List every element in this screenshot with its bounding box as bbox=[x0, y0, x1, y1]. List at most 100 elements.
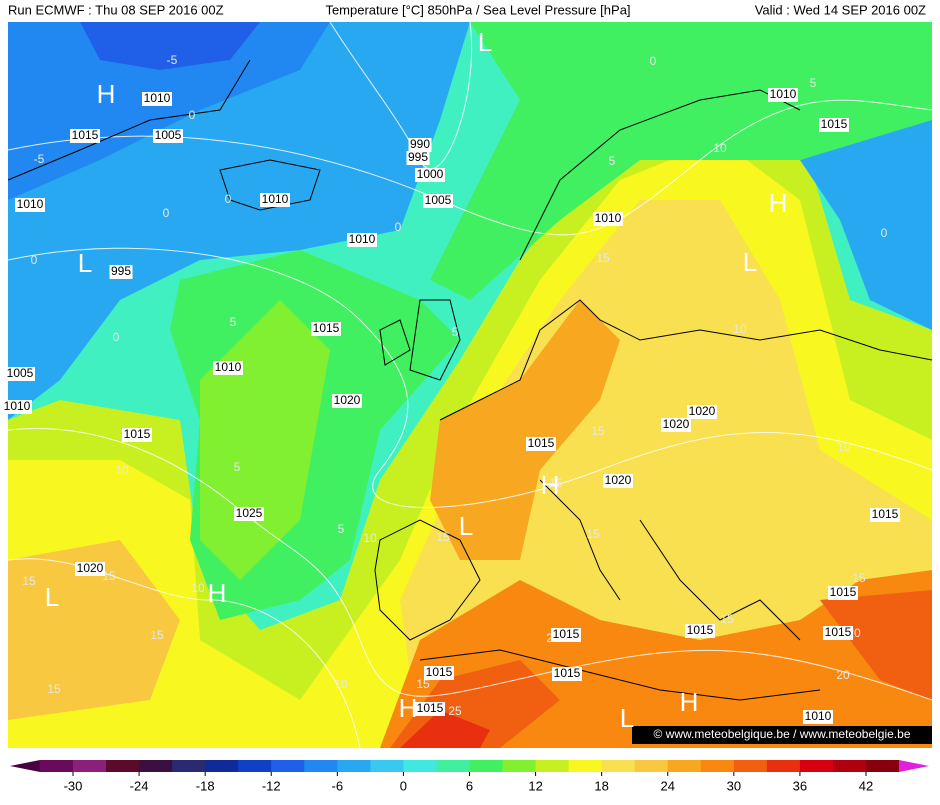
isobar-label-box bbox=[2, 400, 32, 414]
colorbar-band bbox=[535, 760, 570, 772]
field-red bbox=[400, 710, 490, 748]
pressure-center: H bbox=[769, 188, 788, 218]
field-redorange bbox=[820, 590, 932, 700]
pressure-center: L bbox=[459, 511, 473, 541]
isobar-label-box bbox=[551, 628, 581, 642]
isobar-label-box bbox=[768, 88, 798, 102]
colorbar-band bbox=[799, 760, 834, 772]
field-lightblue bbox=[800, 120, 932, 330]
temperature-label: -5 bbox=[167, 53, 178, 67]
isobar-label: 995 bbox=[408, 150, 428, 164]
credit: © www.meteobelgique.be / www.meteobelgie… bbox=[654, 727, 911, 741]
isobar-label: 1005 bbox=[425, 193, 452, 207]
colorbar-band bbox=[502, 760, 537, 772]
isobar-label: 1010 bbox=[17, 197, 44, 211]
isobar-label-box bbox=[687, 405, 717, 419]
pressure-center: L bbox=[78, 248, 92, 278]
isobar-label: 1015 bbox=[821, 117, 848, 131]
coast-britain bbox=[409, 299, 461, 381]
isobar-label: 1015 bbox=[825, 625, 852, 639]
pressure-center: H bbox=[399, 693, 418, 723]
isobar bbox=[7, 247, 933, 508]
temperature-label: 10 bbox=[334, 677, 348, 691]
field-gold bbox=[8, 540, 180, 720]
isobar-label: 1000 bbox=[417, 167, 444, 181]
colorbar-band bbox=[106, 760, 140, 772]
coast-med bbox=[539, 479, 801, 641]
isobar-label: 1015 bbox=[872, 507, 899, 521]
colorbar-band bbox=[238, 760, 272, 772]
colorbar-tick-label: 0 bbox=[400, 778, 407, 793]
isobar-label: 1015 bbox=[72, 128, 99, 142]
isobar-label-box bbox=[332, 394, 362, 408]
isobar-label: 1020 bbox=[77, 561, 104, 575]
temperature-label: 15 bbox=[852, 571, 866, 585]
field-blue bbox=[8, 22, 330, 200]
temperature-label: 15 bbox=[47, 682, 61, 696]
isobar-label-box bbox=[828, 586, 858, 600]
temperature-label: 0 bbox=[189, 108, 196, 122]
colorbar-band bbox=[139, 760, 173, 772]
temperature-label: 10 bbox=[363, 531, 377, 545]
colorbar-tick-label: 18 bbox=[594, 778, 608, 793]
isobar-label-box bbox=[260, 193, 290, 207]
temperature-label: 0 bbox=[650, 54, 657, 68]
colorbar-band bbox=[634, 760, 669, 772]
isobar-label-box bbox=[552, 667, 582, 681]
colorbar-band bbox=[832, 760, 867, 772]
isobar bbox=[7, 99, 933, 236]
run-info: Run ECMWF : Thu 08 SEP 2016 00Z bbox=[8, 2, 224, 17]
isobar-label: 1020 bbox=[689, 404, 716, 418]
field-orange bbox=[430, 300, 620, 560]
isobar-label: 995 bbox=[111, 264, 131, 278]
temperature-label: 5 bbox=[230, 315, 237, 329]
isobar-label-box bbox=[153, 129, 183, 143]
temperature-label: 15 bbox=[591, 424, 605, 438]
pressure-center: L bbox=[478, 27, 492, 57]
isobar-label-box bbox=[415, 168, 445, 182]
temperature-label: 15 bbox=[436, 530, 450, 544]
isobar-label-box bbox=[311, 322, 341, 336]
colorbar-band bbox=[172, 760, 206, 772]
colorbar-tick-label: 30 bbox=[727, 778, 741, 793]
temperature-label: 10 bbox=[733, 322, 747, 336]
colorbar-band bbox=[73, 760, 107, 772]
isobar-label-box bbox=[122, 428, 152, 442]
temperature-label: 10 bbox=[115, 463, 129, 477]
coast-iceland bbox=[219, 159, 321, 211]
colorbar-tick-label: -12 bbox=[262, 778, 281, 793]
isobar-label-box bbox=[823, 626, 853, 640]
isobar-label-box bbox=[213, 361, 243, 375]
isobar-label: 1015 bbox=[687, 623, 714, 637]
isobar-label: 1010 bbox=[805, 709, 832, 723]
isobar-label: 1015 bbox=[553, 627, 580, 641]
isobar-label: 1010 bbox=[770, 87, 797, 101]
temperature-label: 15 bbox=[586, 527, 600, 541]
isobar-label-box bbox=[685, 624, 715, 638]
map-area bbox=[7, 21, 933, 749]
colorbar-band bbox=[403, 760, 437, 772]
isobar-label: 1015 bbox=[313, 321, 340, 335]
coast-scandinavia bbox=[519, 89, 801, 261]
isobar-label: 1015 bbox=[124, 427, 151, 441]
isobar-label-box bbox=[15, 198, 45, 212]
isobar-label: 1005 bbox=[155, 128, 182, 142]
isobar-label: 1025 bbox=[236, 506, 263, 520]
field-deepblue bbox=[80, 22, 260, 70]
isobar-label-box bbox=[347, 233, 377, 247]
colorbar-tick-label: -18 bbox=[196, 778, 215, 793]
colorbar-tick-label: -30 bbox=[64, 778, 83, 793]
colorbar-band bbox=[766, 760, 801, 772]
colorbar-band bbox=[601, 760, 636, 772]
temperature-label: 15 bbox=[720, 612, 734, 626]
isobar-label-box bbox=[593, 212, 623, 226]
pressure-center: H bbox=[680, 687, 699, 717]
isobar bbox=[7, 427, 933, 701]
temperature-label: 5 bbox=[338, 522, 345, 536]
coast-iberia bbox=[374, 519, 481, 641]
coastlines bbox=[7, 59, 933, 701]
colorbar-band bbox=[39, 760, 74, 772]
colorbar-band bbox=[469, 760, 504, 772]
pressure-center: H bbox=[208, 578, 227, 608]
